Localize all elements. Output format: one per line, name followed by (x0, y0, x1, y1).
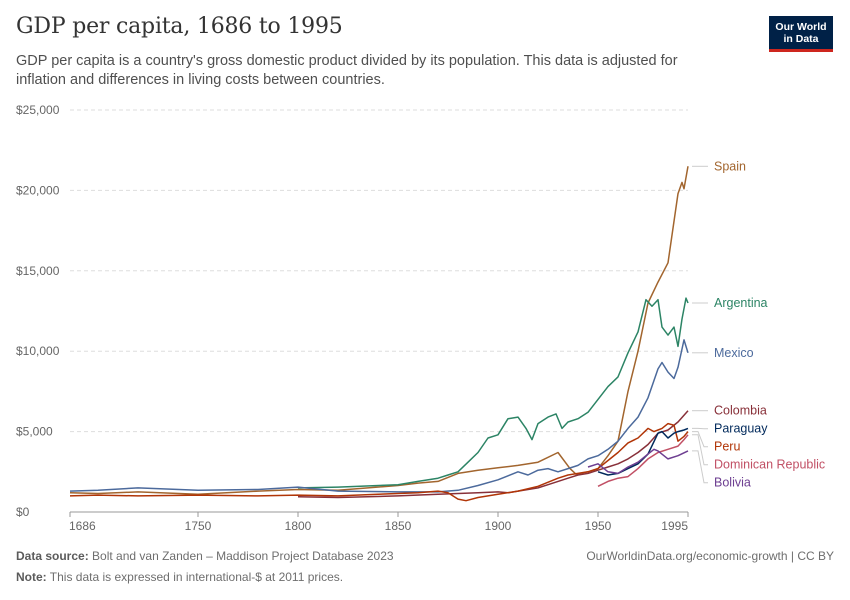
x-tick-label: 1950 (585, 519, 612, 533)
series-label[interactable]: Peru (714, 440, 740, 454)
series-line-argentina[interactable] (297, 297, 689, 489)
y-tick-label: $25,000 (16, 103, 60, 117)
x-tick-label: 1900 (485, 519, 512, 533)
series-label[interactable]: Mexico (714, 346, 754, 360)
x-tick-label: 1686 (69, 519, 96, 533)
logo-line-1: Our World (775, 20, 827, 33)
y-tick-label: $15,000 (16, 264, 60, 278)
x-tick-label: 1995 (661, 519, 688, 533)
grid-layer (70, 109, 688, 433)
series-label[interactable]: Spain (714, 159, 746, 173)
axis-layer: $0 $5,000 $10,000 $15,000 $20,000 $25,000 1686… (16, 103, 689, 533)
y-tick-label: $10,000 (16, 344, 60, 358)
label-connector (692, 434, 708, 466)
data-note: Note: This data is expressed in internat… (16, 570, 343, 584)
series-layer (69, 166, 689, 502)
owid-logo[interactable]: Our World in Data (769, 16, 833, 52)
data-source-label: Data source: (16, 549, 89, 563)
label-connector (692, 431, 708, 448)
chart-subtitle: GDP per capita is a country's gross dome… (16, 53, 678, 88)
source-link[interactable]: OurWorldinData.org/economic-growth | CC … (586, 549, 834, 563)
x-tick-label: 1800 (285, 519, 312, 533)
series-line-spain[interactable] (69, 166, 689, 496)
x-tick-label: 1850 (385, 519, 412, 533)
series-label[interactable]: Colombia (714, 404, 767, 418)
label-layer: Spain Argentina Mexico Colombia Paraguay Peru… (692, 159, 825, 490)
series-label[interactable]: Argentina (714, 296, 768, 310)
series-line-peru[interactable] (69, 422, 689, 502)
series-line-bolivia[interactable] (587, 448, 689, 475)
data-source: Data source: Bolt and van Zanden – Maddi… (16, 549, 394, 563)
y-tick-label: $20,000 (16, 183, 60, 197)
data-note-label: Note: (16, 570, 47, 584)
label-connector (692, 450, 708, 484)
data-source-text: Bolt and van Zanden – Maddison Project D… (92, 549, 394, 563)
series-line-colombia[interactable] (297, 410, 689, 499)
y-tick-label: $5,000 (16, 425, 53, 439)
series-line-dominican-republic[interactable] (597, 434, 689, 487)
logo-line-2: in Data (783, 32, 819, 45)
x-tick-label: 1750 (185, 519, 212, 533)
data-note-text: This data is expressed in international-… (49, 570, 344, 584)
series-label[interactable]: Paraguay (714, 422, 768, 436)
chart-title: GDP per capita, 1686 to 1995 (16, 14, 343, 39)
series-label[interactable]: Dominican Republic (714, 458, 825, 472)
series-line-mexico[interactable] (69, 339, 689, 493)
y-tick-label: $0 (16, 505, 30, 519)
series-label[interactable]: Bolivia (714, 476, 751, 490)
